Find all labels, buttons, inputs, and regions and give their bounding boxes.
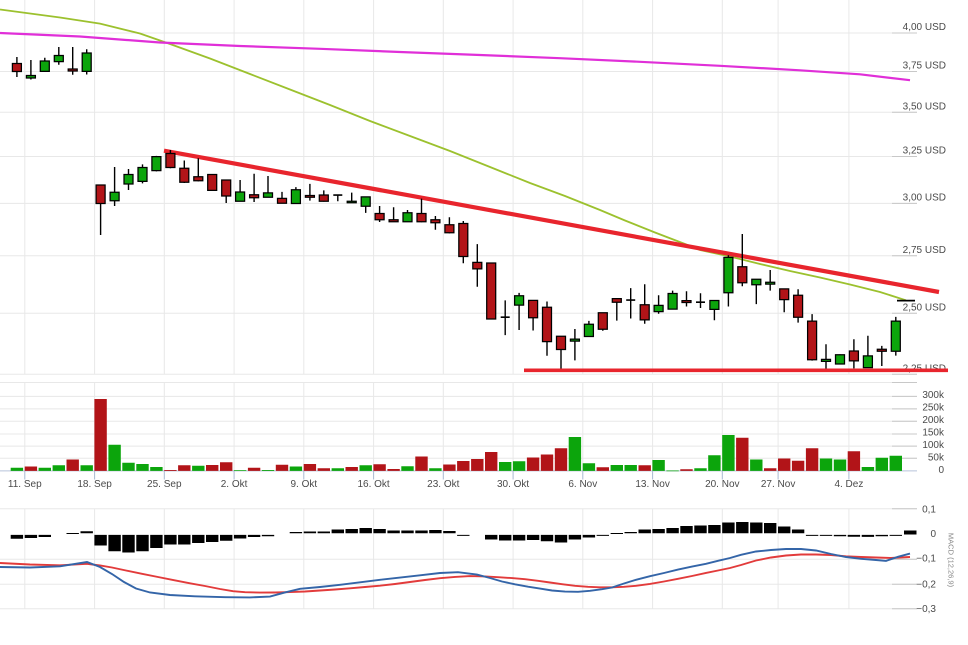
svg-text:−0,1: −0,1	[916, 554, 936, 565]
svg-text:0: 0	[930, 529, 936, 540]
svg-text:250k: 250k	[922, 403, 945, 414]
svg-text:4,00 USD: 4,00 USD	[903, 22, 946, 33]
svg-text:3,75 USD: 3,75 USD	[903, 61, 946, 72]
svg-text:2,50 USD: 2,50 USD	[903, 302, 946, 313]
svg-text:6. Nov: 6. Nov	[568, 479, 597, 490]
svg-text:27. Nov: 27. Nov	[761, 479, 795, 490]
svg-text:3,50 USD: 3,50 USD	[903, 101, 946, 112]
svg-text:0: 0	[938, 465, 944, 476]
svg-text:3,00 USD: 3,00 USD	[903, 193, 946, 204]
svg-text:−0,2: −0,2	[916, 580, 936, 591]
svg-text:3,25 USD: 3,25 USD	[903, 146, 946, 157]
svg-text:18. Sep: 18. Sep	[77, 479, 112, 490]
svg-text:30. Okt: 30. Okt	[497, 479, 529, 490]
svg-text:−0,3: −0,3	[916, 604, 936, 615]
svg-text:11. Sep: 11. Sep	[8, 479, 42, 490]
svg-text:23. Okt: 23. Okt	[427, 479, 459, 490]
svg-text:4. Dez: 4. Dez	[834, 479, 863, 490]
svg-text:150k: 150k	[922, 428, 945, 439]
svg-text:MACD (12,26,9): MACD (12,26,9)	[947, 533, 956, 588]
svg-text:20. Nov: 20. Nov	[705, 479, 739, 490]
svg-text:25. Sep: 25. Sep	[147, 479, 182, 490]
svg-text:13. Nov: 13. Nov	[635, 479, 669, 490]
svg-text:100k: 100k	[922, 440, 945, 451]
svg-text:16. Okt: 16. Okt	[357, 479, 389, 490]
svg-text:300k: 300k	[922, 390, 945, 401]
svg-text:0,1: 0,1	[922, 505, 936, 516]
svg-text:2,75 USD: 2,75 USD	[903, 245, 946, 256]
svg-text:9. Okt: 9. Okt	[290, 479, 317, 490]
svg-text:50k: 50k	[928, 453, 945, 464]
svg-text:200k: 200k	[922, 415, 945, 426]
svg-text:2. Okt: 2. Okt	[221, 479, 248, 490]
